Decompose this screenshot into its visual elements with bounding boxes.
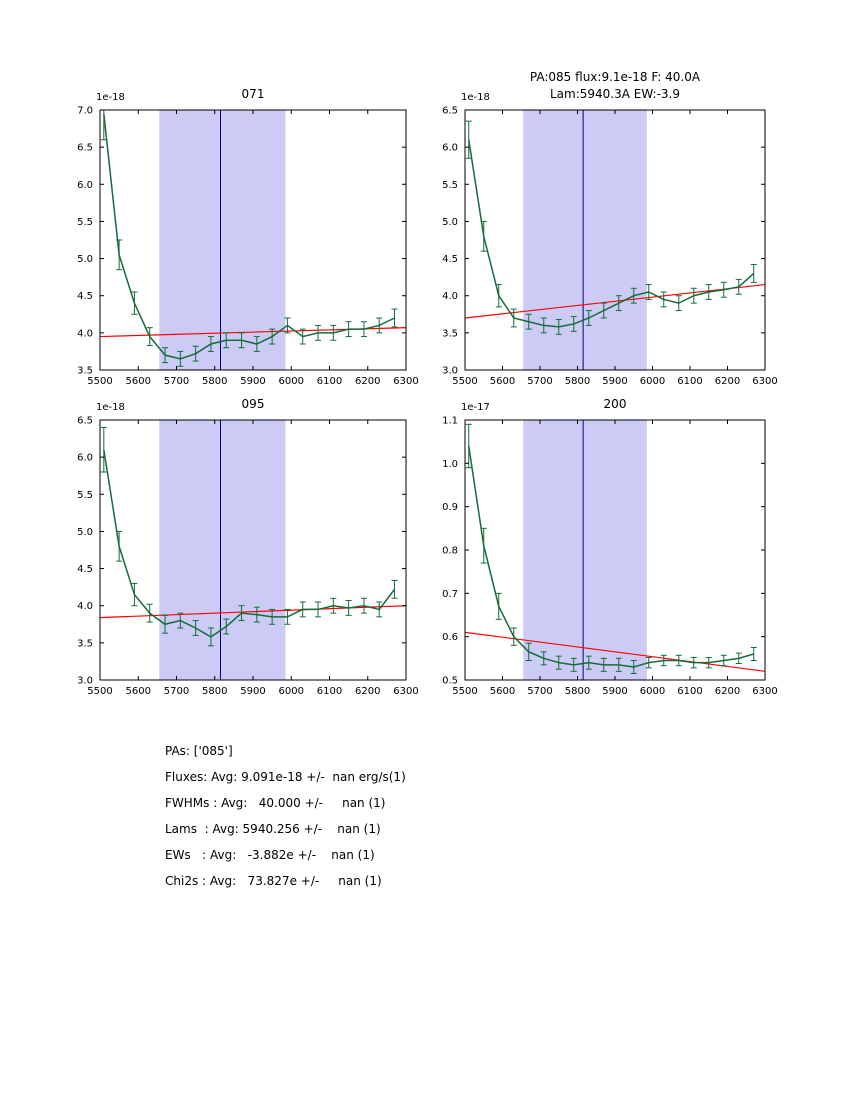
- svg-text:5700: 5700: [527, 686, 552, 697]
- svg-text:5.5: 5.5: [77, 490, 93, 501]
- svg-text:5900: 5900: [240, 686, 265, 697]
- stats-block: PAs: ['085'] Fluxes: Avg: 9.091e-18 +/- …: [165, 738, 406, 894]
- svg-text:3.5: 3.5: [442, 328, 458, 339]
- subplot-095: 5500 5600 5700 5800 5900 6000 6100 6200 6300 3.0 3…: [77, 397, 419, 697]
- svg-text:200: 200: [604, 397, 627, 411]
- svg-text:4.0: 4.0: [77, 328, 93, 339]
- svg-text:6300: 6300: [393, 376, 418, 387]
- svg-text:6.0: 6.0: [77, 453, 93, 464]
- stats-line-chi2s: Chi2s : Avg: 73.827e +/- nan (1): [165, 874, 382, 888]
- svg-text:6200: 6200: [715, 376, 740, 387]
- svg-text:4.5: 4.5: [442, 254, 458, 265]
- svg-text:6.0: 6.0: [77, 180, 93, 191]
- svg-text:6200: 6200: [355, 376, 380, 387]
- stats-line-pas: PAs: ['085']: [165, 744, 233, 758]
- svg-text:3.0: 3.0: [442, 366, 458, 377]
- svg-text:5700: 5700: [164, 376, 189, 387]
- svg-text:6100: 6100: [677, 686, 702, 697]
- svg-text:6000: 6000: [279, 686, 304, 697]
- svg-text:6.5: 6.5: [77, 143, 93, 154]
- svg-text:5600: 5600: [490, 686, 515, 697]
- svg-text:5.0: 5.0: [77, 527, 93, 538]
- subplot-pa085: 5500 5600 5700 5800 5900 6000 6100 6200 6300 3.0 3…: [442, 70, 778, 387]
- svg-text:5600: 5600: [490, 376, 515, 387]
- svg-text:5800: 5800: [565, 376, 590, 387]
- svg-text:5900: 5900: [240, 376, 265, 387]
- svg-text:6300: 6300: [752, 686, 777, 697]
- svg-text:5600: 5600: [126, 686, 151, 697]
- svg-text:4.0: 4.0: [442, 291, 458, 302]
- svg-text:7.0: 7.0: [77, 106, 93, 117]
- svg-text:1.0: 1.0: [442, 459, 458, 470]
- svg-text:Lam:5940.3A EW:-3.9: Lam:5940.3A EW:-3.9: [550, 87, 680, 101]
- stats-line-fwhms: FWHMs : Avg: 40.000 +/- nan (1): [165, 796, 386, 810]
- svg-text:4.0: 4.0: [77, 601, 93, 612]
- svg-text:5600: 5600: [126, 376, 151, 387]
- stats-line-fluxes: Fluxes: Avg: 9.091e-18 +/- nan erg/s(1): [165, 770, 406, 784]
- subplot-200: 5500 5600 5700 5800 5900 6000 6100 6200 6300 0.5 0…: [442, 397, 778, 697]
- svg-text:5800: 5800: [565, 686, 590, 697]
- svg-text:1e-17: 1e-17: [461, 402, 490, 413]
- svg-text:6300: 6300: [393, 686, 418, 697]
- svg-text:3.0: 3.0: [77, 676, 93, 687]
- svg-text:5800: 5800: [202, 376, 227, 387]
- svg-text:0.6: 0.6: [442, 632, 458, 643]
- svg-text:5.5: 5.5: [77, 217, 93, 228]
- svg-text:6000: 6000: [640, 686, 665, 697]
- svg-text:5500: 5500: [452, 686, 477, 697]
- svg-text:0.5: 0.5: [442, 676, 458, 687]
- svg-text:6.5: 6.5: [77, 416, 93, 427]
- svg-text:5900: 5900: [602, 376, 627, 387]
- stats-line-ews: EWs : Avg: -3.882e +/- nan (1): [165, 848, 375, 862]
- svg-text:0.8: 0.8: [442, 546, 458, 557]
- svg-text:5500: 5500: [87, 686, 112, 697]
- svg-text:5.0: 5.0: [442, 217, 458, 228]
- svg-text:6000: 6000: [640, 376, 665, 387]
- svg-text:6100: 6100: [317, 376, 342, 387]
- svg-text:095: 095: [242, 397, 265, 411]
- svg-text:6200: 6200: [715, 686, 740, 697]
- svg-text:5900: 5900: [602, 686, 627, 697]
- svg-text:5500: 5500: [87, 376, 112, 387]
- svg-text:1e-18: 1e-18: [96, 402, 125, 413]
- svg-text:3.5: 3.5: [77, 638, 93, 649]
- svg-text:5500: 5500: [452, 376, 477, 387]
- stats-line-lams: Lams : Avg: 5940.256 +/- nan (1): [165, 822, 381, 836]
- svg-text:0.9: 0.9: [442, 502, 458, 513]
- svg-text:6000: 6000: [279, 376, 304, 387]
- subplot-071: 5500 5600 5700 5800 5900 6000 6100 6200 6300 3.5 4…: [77, 87, 419, 387]
- svg-text:071: 071: [242, 87, 265, 101]
- svg-text:3.5: 3.5: [77, 366, 93, 377]
- svg-text:6100: 6100: [677, 376, 702, 387]
- svg-text:0.7: 0.7: [442, 589, 458, 600]
- svg-text:1e-18: 1e-18: [461, 92, 490, 103]
- svg-text:4.5: 4.5: [77, 564, 93, 575]
- svg-text:6300: 6300: [752, 376, 777, 387]
- svg-text:5800: 5800: [202, 686, 227, 697]
- svg-text:6.5: 6.5: [442, 106, 458, 117]
- svg-text:5700: 5700: [527, 376, 552, 387]
- svg-text:5.0: 5.0: [77, 254, 93, 265]
- svg-text:4.5: 4.5: [77, 291, 93, 302]
- svg-text:1e-18: 1e-18: [96, 92, 125, 103]
- svg-text:1.1: 1.1: [442, 416, 458, 427]
- svg-text:PA:085 flux:9.1e-18 F: 40.0A: PA:085 flux:9.1e-18 F: 40.0A: [530, 70, 701, 84]
- svg-text:6100: 6100: [317, 686, 342, 697]
- svg-text:5.5: 5.5: [442, 180, 458, 191]
- svg-text:6.0: 6.0: [442, 143, 458, 154]
- svg-text:6200: 6200: [355, 686, 380, 697]
- svg-text:5700: 5700: [164, 686, 189, 697]
